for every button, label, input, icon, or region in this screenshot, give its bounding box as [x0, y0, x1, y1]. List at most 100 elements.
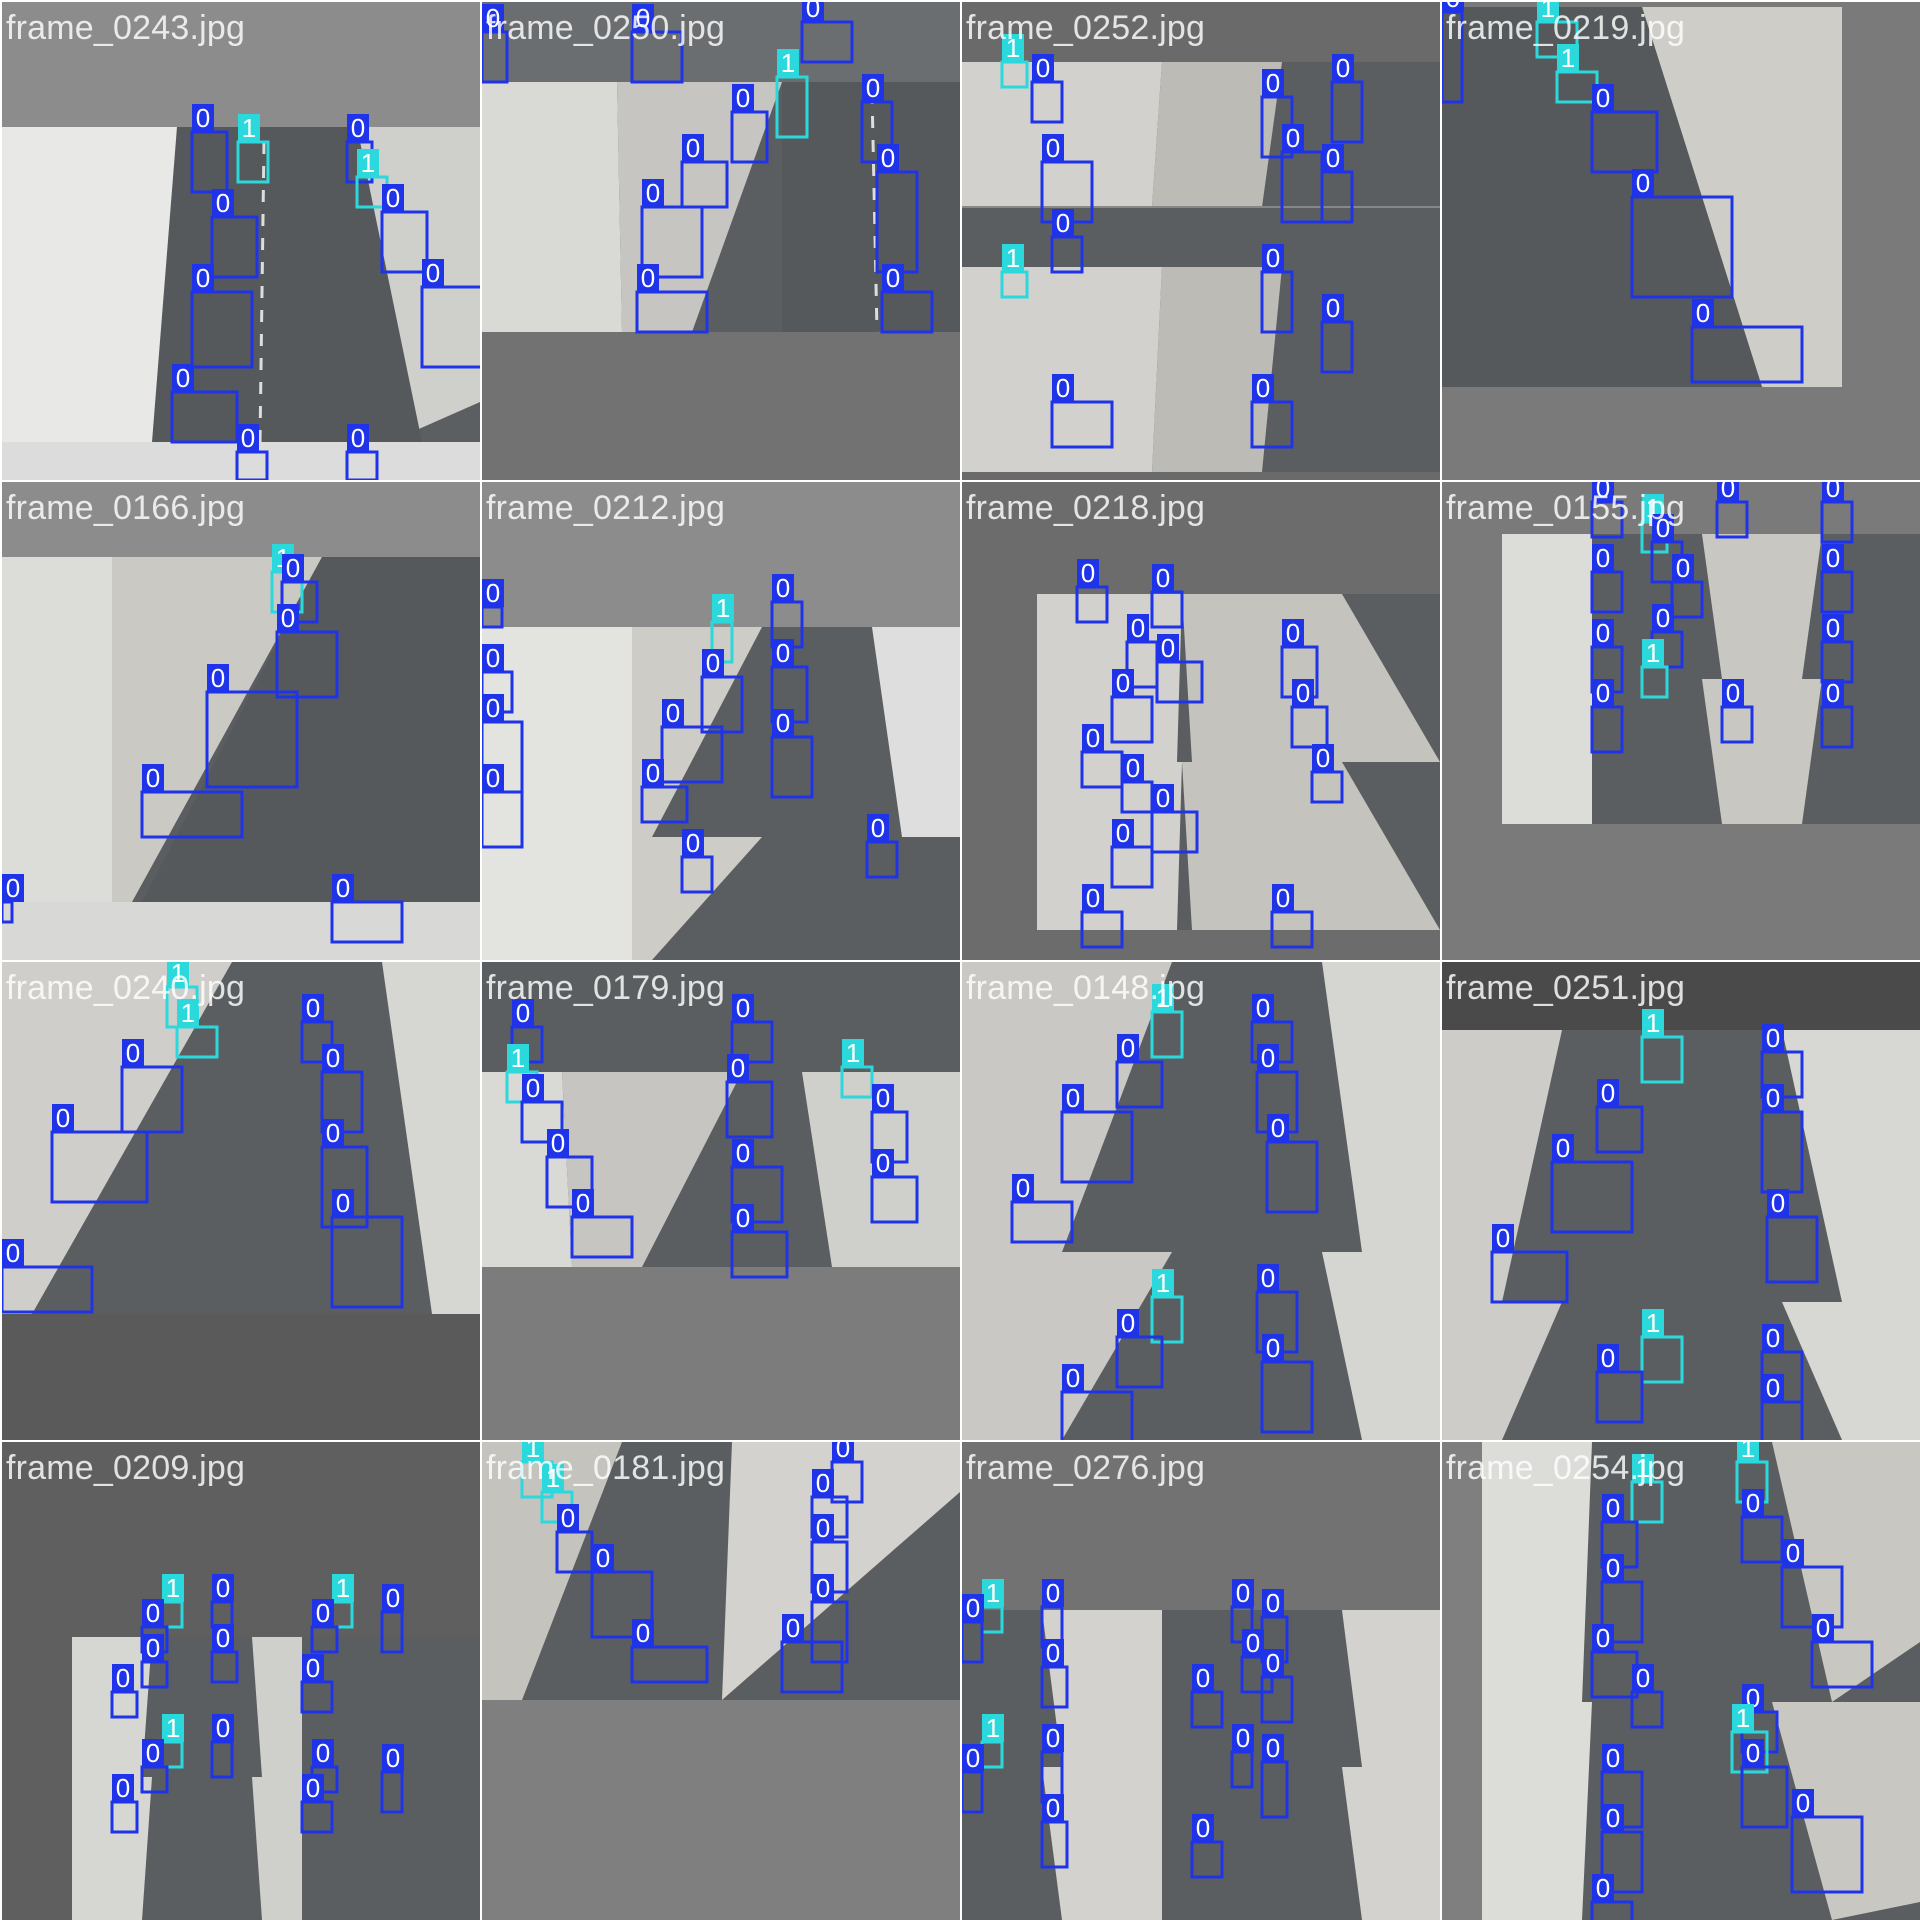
bbox-class-0: 0	[680, 133, 729, 209]
tile-image: 1 0 0 0 0 0 0 1 0 0 0	[1442, 1008, 1920, 1440]
bbox-class-0: 0	[700, 648, 744, 734]
bbox-class-label: 0	[1276, 883, 1290, 913]
bbox-class-0: 0	[1155, 633, 1204, 704]
bbox-class-label: 0	[966, 1743, 980, 1773]
bbox-class-0: 0	[1150, 783, 1199, 854]
bbox-class-0: 0	[1740, 1738, 1789, 1829]
bbox-class-label: 0	[426, 258, 440, 288]
bbox-class-label: 0	[816, 1513, 830, 1543]
bbox-class-0: 0	[1150, 563, 1184, 629]
bbox-class-1: 1	[160, 1573, 184, 1629]
bbox-class-label: 0	[116, 1663, 130, 1693]
bbox-class-0: 0	[1250, 373, 1294, 449]
bbox-class-label: 0	[1766, 1323, 1780, 1353]
bbox-class-label: 0	[1081, 558, 1095, 588]
bbox-class-label: 0	[126, 1038, 140, 1068]
bbox-class-label: 0	[386, 1743, 400, 1773]
bbox-class-0: 0	[140, 1633, 169, 1689]
bbox-class-label: 0	[636, 3, 650, 33]
bbox-class-0: 0	[730, 1138, 784, 1224]
bbox-class-0: 0	[640, 758, 689, 824]
bbox-class-label: 1	[242, 113, 256, 143]
bbox-class-0: 0	[1330, 53, 1364, 144]
bbox-class-label: 1	[1541, 2, 1555, 23]
bbox-class-label: 0	[1086, 723, 1100, 753]
bbox-class-label: 0	[1826, 678, 1840, 708]
bbox-class-0: 0	[1765, 1188, 1819, 1284]
bbox-class-label: 0	[881, 143, 895, 173]
bbox-class-0: 0	[1110, 668, 1154, 744]
bbox-class-label: 1	[986, 1578, 1000, 1608]
bbox-class-0: 0	[1590, 618, 1624, 694]
bbox-class-0: 0	[880, 263, 934, 334]
bbox-class-0: 0	[110, 1773, 139, 1834]
bbox-class-0: 0	[210, 1713, 234, 1779]
bbox-class-1: 1	[505, 1043, 539, 1104]
bbox-class-1: 1	[840, 1038, 874, 1099]
bbox-class-label: 0	[351, 423, 365, 453]
bbox-class-0: 0	[345, 423, 379, 480]
bbox-class-label: 0	[1786, 1538, 1800, 1568]
bbox-class-0: 0	[635, 263, 709, 334]
bbox-class-1: 1	[175, 998, 219, 1059]
bbox-class-label: 0	[1796, 1788, 1810, 1818]
bbox-class-0: 0	[1720, 678, 1754, 744]
bbox-class-0: 0	[300, 1773, 334, 1834]
bbox-class-label: 0	[1766, 1023, 1780, 1053]
bbox-class-label: 0	[486, 643, 500, 673]
bbox-class-label: 0	[1196, 1663, 1210, 1693]
bbox-class-label: 1	[1736, 1703, 1750, 1733]
bbox-class-label: 0	[1826, 543, 1840, 573]
bbox-class-label: 0	[1066, 1083, 1080, 1113]
bbox-class-label: 0	[1116, 818, 1130, 848]
bbox-class-label: 0	[1326, 293, 1340, 323]
bbox-class-label: 0	[1121, 1308, 1135, 1338]
bbox-class-0: 0	[1820, 678, 1854, 749]
mosaic-tile: 011000 frame_0219.jpg	[1442, 2, 1920, 480]
bbox-class-0: 0	[780, 1613, 844, 1694]
bbox-class-0: 0	[1590, 543, 1624, 614]
bbox-class-label: 0	[1161, 633, 1175, 663]
bbox-class-label: 0	[876, 1148, 890, 1178]
bbox-class-label: 0	[551, 1128, 565, 1158]
bbox-class-label: 0	[736, 1203, 750, 1233]
bbox-class-0: 0	[1190, 1813, 1224, 1879]
bbox-class-label: 0	[1826, 613, 1840, 643]
bbox-class-1: 1	[1640, 1008, 1684, 1084]
bbox-class-label: 0	[1131, 613, 1145, 643]
bbox-class-0: 0	[170, 363, 239, 444]
bbox-class-0: 0	[275, 603, 339, 699]
bbox-class-label: 0	[281, 603, 295, 633]
bbox-class-1: 1	[236, 113, 270, 184]
bbox-class-0: 0	[660, 698, 724, 784]
bbox-class-label: 0	[1746, 1488, 1760, 1518]
bbox-class-0: 0	[1115, 1033, 1164, 1109]
bbox-class-label: 0	[486, 578, 500, 608]
bbox-class-label: 0	[1816, 1613, 1830, 1643]
bbox-class-0: 0	[1820, 543, 1854, 614]
bbox-class-label: 1	[846, 1038, 860, 1068]
bbox-class-0: 0	[1600, 1553, 1644, 1644]
bbox-class-label: 0	[1016, 1173, 1030, 1203]
bbox-class-0: 0	[345, 113, 374, 184]
bbox-class-0: 0	[1050, 208, 1084, 274]
bbox-class-label: 0	[196, 103, 210, 133]
bbox-class-0: 0	[1040, 1578, 1064, 1649]
bbox-class-label: 0	[116, 1773, 130, 1803]
bbox-class-label: 1	[1006, 33, 1020, 63]
bbox-class-0: 0	[482, 763, 524, 849]
bbox-class-label: 1	[986, 1713, 1000, 1743]
bbox-class-label: 0	[56, 1103, 70, 1133]
bbox-class-0: 0	[1060, 1083, 1134, 1184]
bbox-class-0: 0	[140, 763, 244, 839]
bbox-class-label: 0	[1036, 53, 1050, 83]
bbox-class-0: 0	[590, 1543, 654, 1639]
